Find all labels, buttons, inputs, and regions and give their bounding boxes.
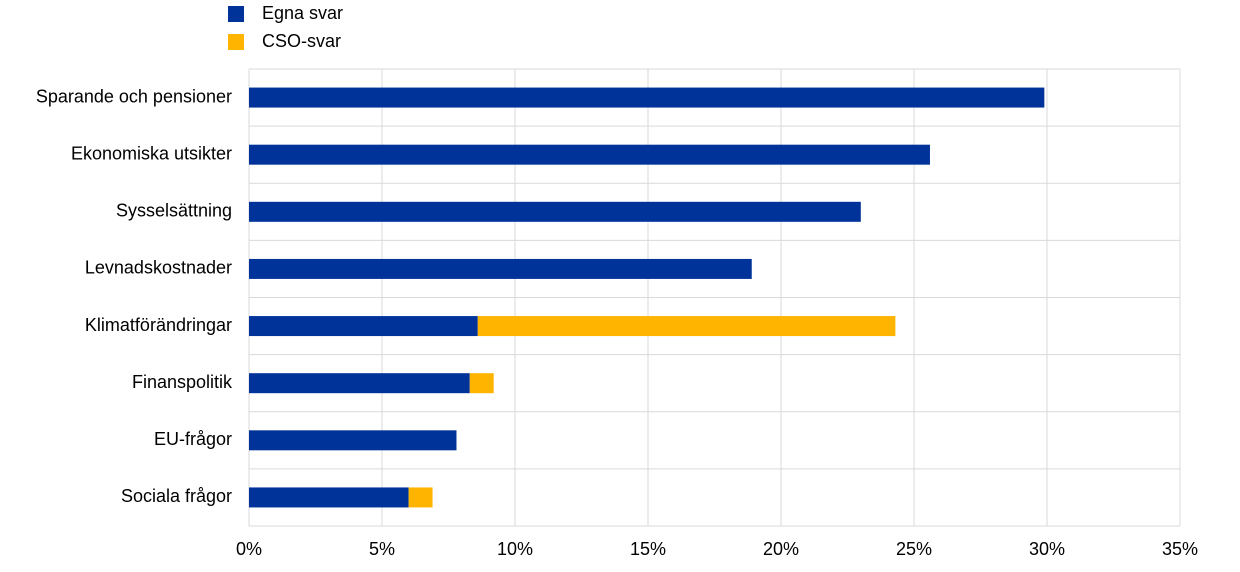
y-tick-label: Finanspolitik [132, 372, 233, 392]
x-tick-label: 30% [1029, 539, 1065, 559]
bar-segment [249, 430, 457, 451]
y-tick-label: EU-frågor [154, 429, 232, 449]
legend-label: Egna svar [262, 3, 343, 23]
x-tick-label: 15% [630, 539, 666, 559]
legend-label: CSO-svar [262, 31, 341, 51]
x-tick-label: 35% [1162, 539, 1198, 559]
x-tick-label: 20% [763, 539, 799, 559]
legend-swatch [228, 6, 244, 22]
y-tick-label: Ekonomiska utsikter [71, 143, 232, 163]
bar-segment [408, 487, 433, 508]
legend-swatch [228, 34, 244, 50]
bar-segment [249, 144, 930, 165]
y-tick-label: Sysselsättning [116, 201, 232, 221]
bar-segment [469, 373, 494, 394]
bar-segment [249, 87, 1045, 108]
x-tick-label: 10% [497, 539, 533, 559]
bar-segment [249, 487, 409, 508]
y-tick-label: Levnadskostnader [85, 258, 232, 278]
bar-segment [249, 316, 478, 337]
y-tick-label: Sparande och pensioner [36, 86, 232, 106]
bar-segment [249, 201, 861, 222]
bar-segment [477, 316, 896, 337]
bar-segment [249, 258, 752, 279]
x-tick-label: 5% [369, 539, 395, 559]
y-tick-label: Klimatförändringar [85, 315, 232, 335]
x-tick-label: 25% [896, 539, 932, 559]
bar-segment [249, 373, 470, 394]
x-tick-label: 0% [236, 539, 262, 559]
y-tick-label: Sociala frågor [121, 486, 232, 506]
